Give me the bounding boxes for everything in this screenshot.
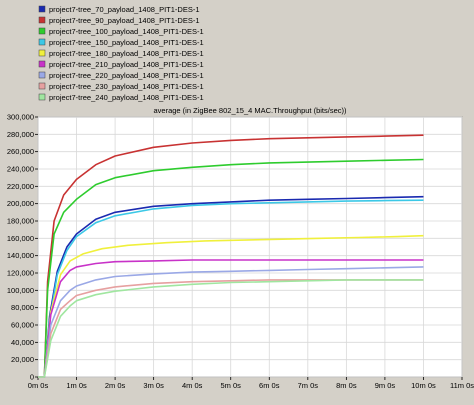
series-line-2 xyxy=(38,134,424,378)
x-tick-label: 7m 0s xyxy=(298,381,319,390)
y-tick-label: 160,000 xyxy=(7,234,34,243)
legend-entry: project7-tree_230_payload_1408_PIT1-DES-… xyxy=(49,82,204,91)
series-line-4 xyxy=(38,199,424,378)
y-tick-label: 40,000 xyxy=(11,338,34,347)
x-tick-label: 5m 0s xyxy=(221,381,242,390)
series-line-5 xyxy=(38,234,424,378)
legend-swatch xyxy=(38,93,46,101)
x-tick-label: 4m 0s xyxy=(182,381,203,390)
y-tick-label: 0 xyxy=(30,373,34,382)
y-tick-label: 200,000 xyxy=(7,199,34,208)
y-tick-label: 120,000 xyxy=(7,269,34,278)
legend-entry: project7-tree_100_payload_1408_PIT1-DES-… xyxy=(49,27,204,36)
x-tick-label: 9m 0s xyxy=(375,381,396,390)
y-tick-label: 280,000 xyxy=(7,130,34,139)
legend-swatch xyxy=(38,16,46,24)
legend-entry: project7-tree_220_payload_1408_PIT1-DES-… xyxy=(49,71,204,80)
chart-title: average (in ZigBee 802_15_4 MAC.Throughp… xyxy=(153,106,347,115)
series-line-7 xyxy=(38,266,424,378)
series-line-6 xyxy=(38,259,424,378)
x-tick-label: 0m 0s xyxy=(28,381,49,390)
x-tick-label: 2m 0s xyxy=(105,381,126,390)
legend-swatch xyxy=(38,82,46,90)
legend-swatch xyxy=(38,38,46,46)
x-tick-label: 3m 0s xyxy=(143,381,164,390)
x-tick-label: 6m 0s xyxy=(259,381,280,390)
x-tick-label: 10m 0s xyxy=(411,381,436,390)
legend-entry: project7-tree_70_payload_1408_PIT1-DES-1 xyxy=(49,5,200,14)
x-axis-ticks: 0m 0s 1m 0s 2m 0s 3m 0s 4m 0s 5m 0s 6m 0s 7m 0s… xyxy=(28,377,474,390)
y-tick-label: 100,000 xyxy=(7,286,34,295)
legend-swatch xyxy=(38,27,46,35)
legend-entry: project7-tree_150_payload_1408_PIT1-DES-… xyxy=(49,38,204,47)
series-line-9 xyxy=(38,279,424,378)
y-tick-label: 140,000 xyxy=(7,251,34,260)
gridlines xyxy=(37,116,463,378)
y-tick-label: 60,000 xyxy=(11,321,34,330)
legend-swatch xyxy=(38,5,46,13)
y-tick-label: 260,000 xyxy=(7,147,34,156)
legend-swatch xyxy=(38,49,46,57)
legend-entry: project7-tree_90_payload_1408_PIT1-DES-1 xyxy=(49,16,200,25)
legend-swatch xyxy=(38,71,46,79)
y-axis-ticks: 0 20,000 40,000 60,000 80,000 100,000 120,000 1… xyxy=(7,113,38,382)
legend-entry: project7-tree_180_payload_1408_PIT1-DES-… xyxy=(49,49,204,58)
legend-entry: project7-tree_210_payload_1408_PIT1-DES-… xyxy=(49,60,204,69)
x-tick-label: 1m 0s xyxy=(66,381,87,390)
y-tick-label: 80,000 xyxy=(11,303,34,312)
x-tick-label: 11m 0s xyxy=(450,381,474,390)
series-lines xyxy=(38,134,424,378)
legend: project7-tree_70_payload_1408_PIT1-DES-1… xyxy=(38,5,204,102)
y-tick-label: 180,000 xyxy=(7,217,34,226)
y-tick-label: 300,000 xyxy=(7,113,34,122)
legend-swatch xyxy=(38,60,46,68)
series-line-3 xyxy=(38,158,424,378)
plot-background xyxy=(37,116,463,378)
y-tick-label: 20,000 xyxy=(11,355,34,364)
legend-entry: project7-tree_240_payload_1408_PIT1-DES-… xyxy=(49,93,204,102)
y-tick-label: 240,000 xyxy=(7,165,34,174)
x-tick-label: 8m 0s xyxy=(336,381,357,390)
y-tick-label: 220,000 xyxy=(7,182,34,191)
